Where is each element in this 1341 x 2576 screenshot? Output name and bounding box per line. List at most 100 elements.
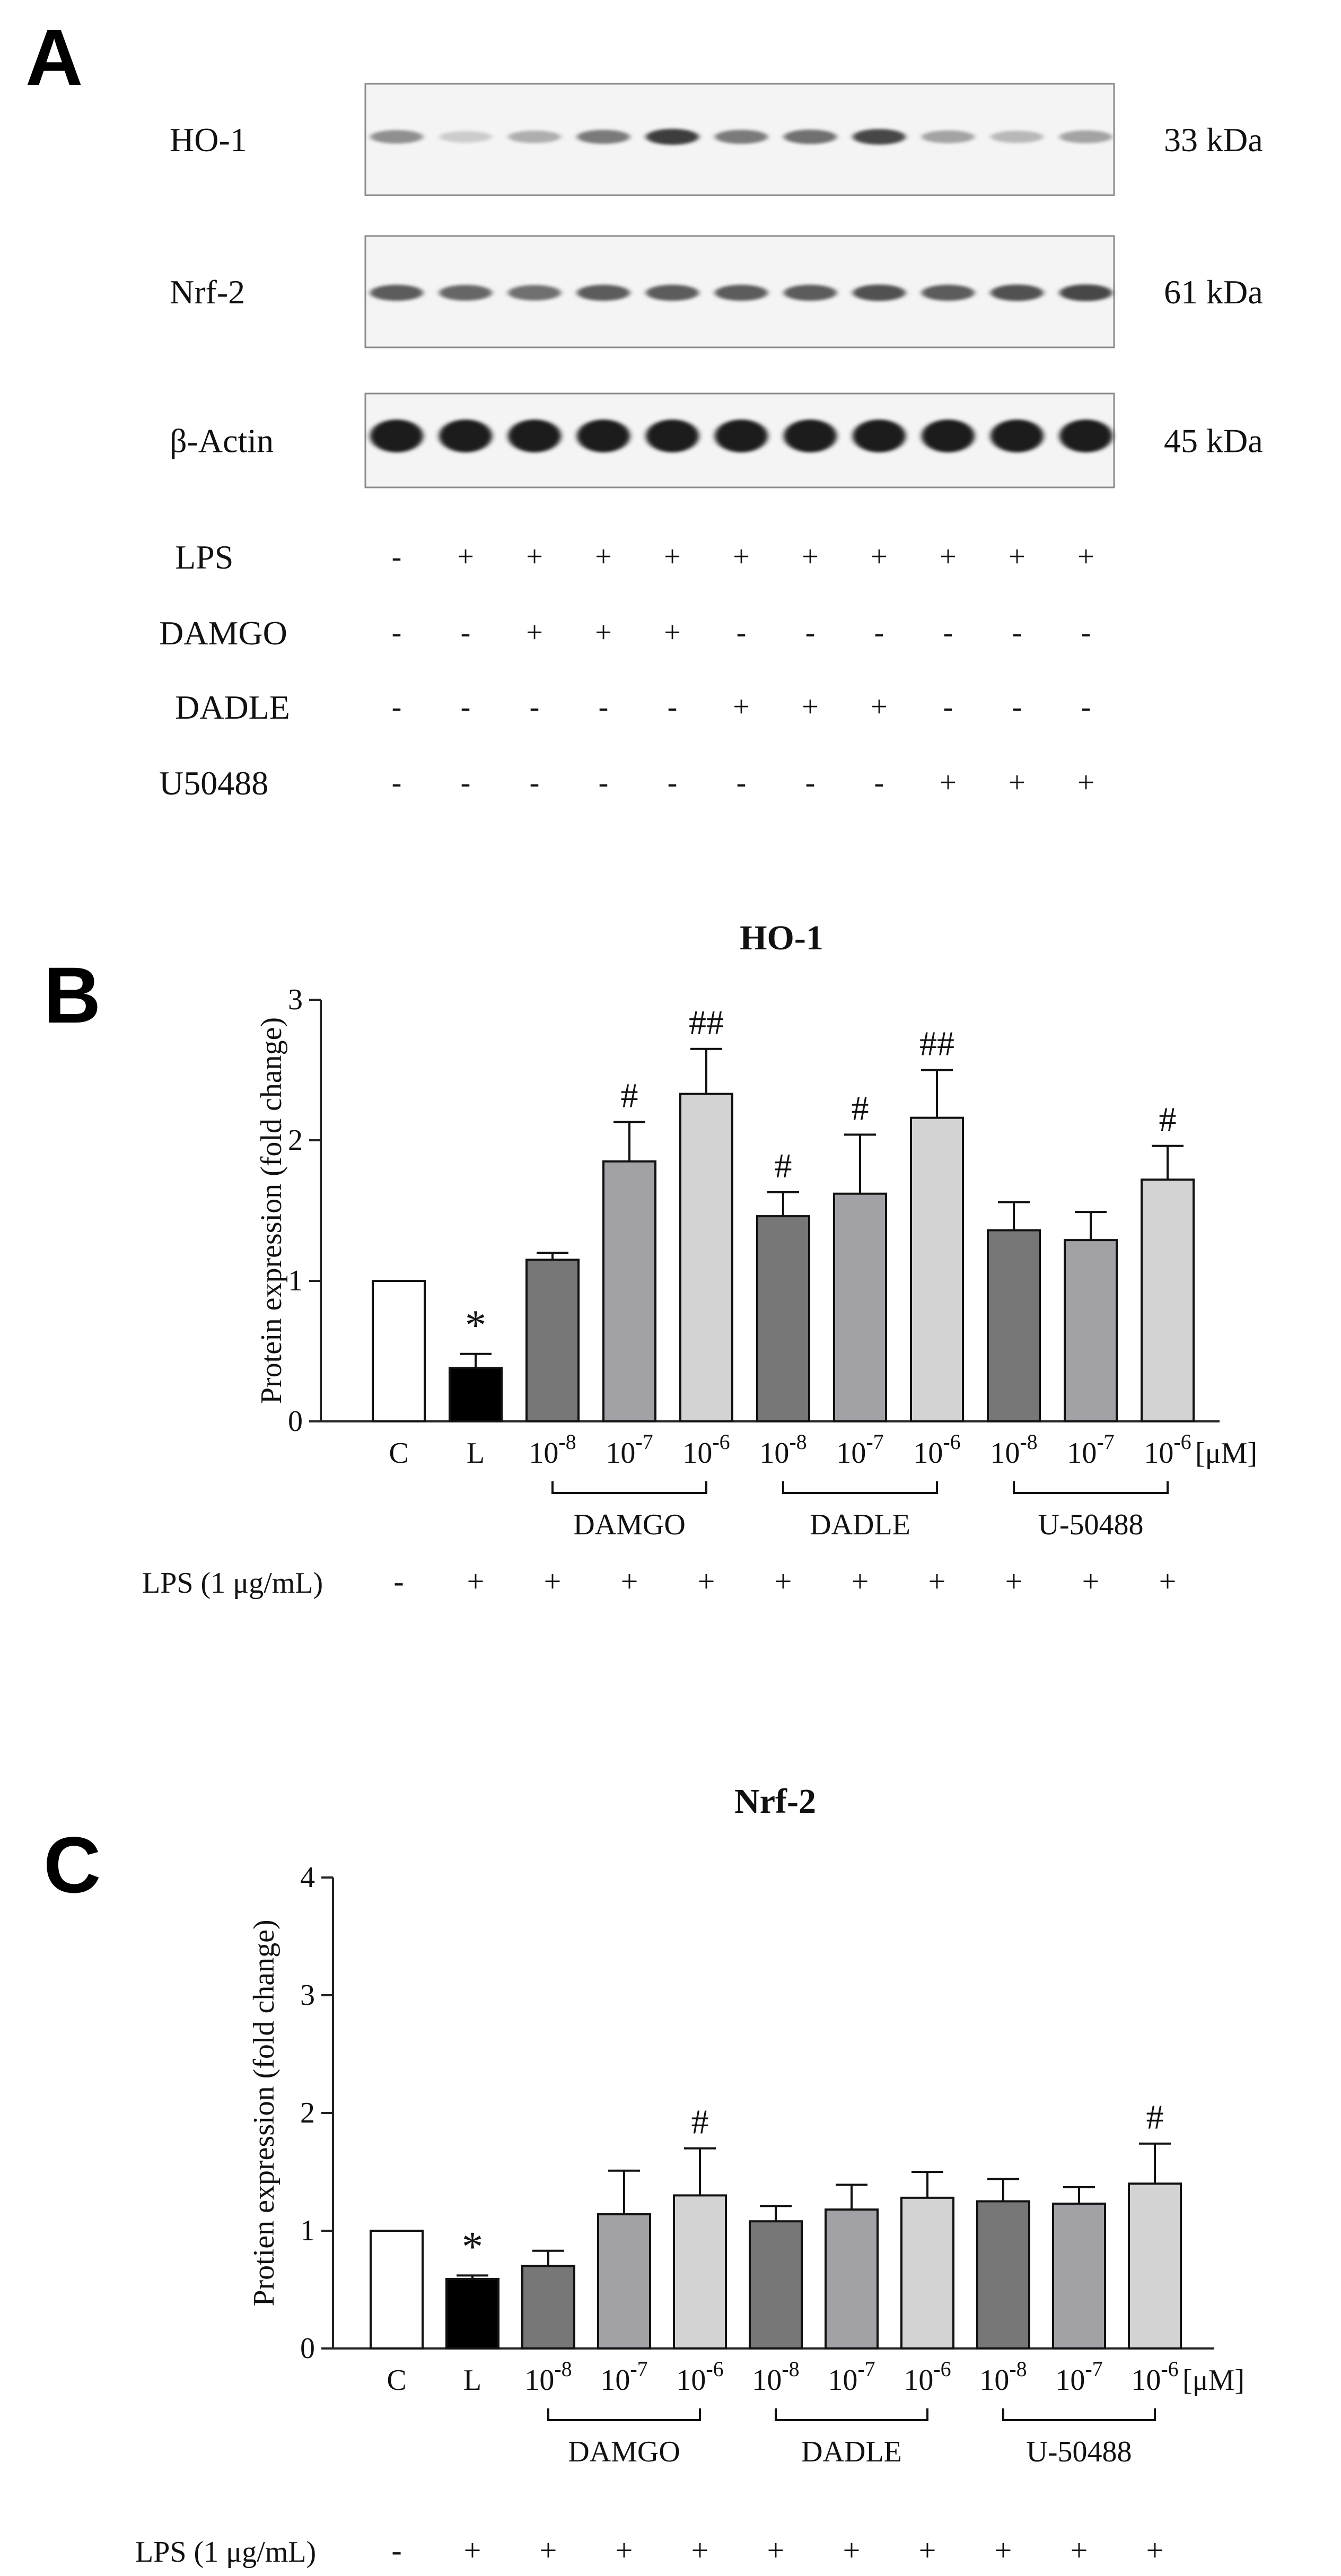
x-tick-base: 10 <box>752 2364 782 2397</box>
plus-sign: + <box>919 2533 936 2568</box>
blot-band <box>922 420 975 452</box>
blot-band <box>1059 284 1112 301</box>
plus-sign: + <box>940 540 957 573</box>
x-tick-label: 10-8 <box>524 2357 572 2397</box>
y-tick-label: 2 <box>288 1124 303 1157</box>
x-tick-exponent: -8 <box>558 1430 576 1454</box>
plus-sign: + <box>767 2533 785 2568</box>
blot-band <box>1059 130 1112 144</box>
lps-row-label: LPS (1 μg/mL) <box>142 1567 323 1600</box>
minus-sign: - <box>668 691 678 723</box>
plus-sign: + <box>843 2533 861 2568</box>
x-tick-base: 10 <box>836 1437 866 1470</box>
plus-sign: + <box>995 2533 1012 2568</box>
blot-band <box>370 420 423 452</box>
plus-sign: + <box>733 691 750 723</box>
x-tick-label: L <box>463 2364 481 2397</box>
x-tick-exponent: -7 <box>1085 2357 1102 2381</box>
blot-band <box>646 420 699 452</box>
x-tick-label: 10-7 <box>828 2357 875 2397</box>
significance-marker: * <box>465 1302 486 1349</box>
x-tick-exponent: -6 <box>933 2357 951 2381</box>
bar <box>673 2194 727 2350</box>
bar <box>525 1259 580 1422</box>
plus-sign: + <box>464 2533 481 2568</box>
group-label: DADLE <box>801 2435 902 2468</box>
x-tick-label: 10-6 <box>676 2357 723 2397</box>
blot-band <box>370 284 423 301</box>
x-tick-label: 10-8 <box>752 2357 799 2397</box>
plus-sign: + <box>664 616 681 649</box>
bar <box>1064 1239 1118 1422</box>
plus-sign: + <box>1077 540 1094 573</box>
blot-band <box>508 130 561 143</box>
y-tick-label: 0 <box>288 1405 303 1438</box>
blot-mw-label: 33 kDa <box>1164 121 1263 159</box>
bar <box>976 2200 1030 2350</box>
blot-mw-label: 45 kDa <box>1164 422 1263 460</box>
blot-band <box>439 420 492 452</box>
blot-band <box>784 129 837 144</box>
x-tick-base: 10 <box>904 2364 933 2397</box>
bar <box>372 1280 426 1422</box>
minus-sign: - <box>530 691 540 723</box>
minus-sign: - <box>943 616 953 649</box>
blot-band <box>991 130 1044 143</box>
y-tick-label: 0 <box>300 2332 315 2365</box>
significance-marker: # <box>852 1089 869 1128</box>
plus-sign: + <box>802 540 819 573</box>
x-tick-base: 10 <box>524 2364 554 2397</box>
blot-band <box>853 129 906 145</box>
bar <box>749 2220 803 2350</box>
bar <box>445 2278 499 2350</box>
plus-sign: + <box>1009 766 1026 799</box>
panel-letter: B <box>43 950 101 1040</box>
plus-sign: + <box>691 2533 709 2568</box>
significance-marker: # <box>691 2103 709 2142</box>
x-tick-base: 10 <box>990 1437 1020 1470</box>
minus-sign: - <box>461 766 471 799</box>
minus-sign: - <box>530 766 540 799</box>
blot-band <box>853 284 906 301</box>
panel-c-chart: C Nrf-2 Protien expression (fold change) 0 1… <box>43 1782 1244 2569</box>
x-tick-label: L <box>467 1437 485 1470</box>
plus-sign: + <box>871 540 888 573</box>
x-tick-exponent: -7 <box>866 1430 883 1454</box>
treatment-row-1: DAMGO - - + + + - - - - - - <box>159 614 1091 652</box>
x-tick-base: 10 <box>1067 1437 1097 1470</box>
x-tick-label: 10-6 <box>682 1430 730 1470</box>
x-tick-label: 10-8 <box>529 1430 576 1470</box>
minus-sign: - <box>1081 616 1091 649</box>
x-tick-exponent: -6 <box>706 2357 723 2381</box>
panel-b-chart: B HO-1 Protein expression (fold change)0 1 2… <box>43 919 1257 1600</box>
treatment-label: DAMGO <box>159 614 287 652</box>
x-tick-base: 10 <box>606 1437 635 1470</box>
blot-band <box>784 420 837 452</box>
minus-sign: - <box>737 766 747 799</box>
minus-sign: - <box>392 616 402 649</box>
group-bracket <box>775 2408 928 2421</box>
group-label: DADLE <box>810 1508 910 1541</box>
chart-title: HO-1 <box>740 919 823 957</box>
x-tick-label: 10-6 <box>1131 2357 1178 2397</box>
bar <box>449 1367 503 1423</box>
group-label: DAMGO <box>568 2435 680 2468</box>
minus-sign: - <box>392 691 402 723</box>
plus-sign: + <box>1082 1564 1100 1599</box>
plus-sign: + <box>852 1564 869 1599</box>
x-tick-label: 10-7 <box>606 1430 653 1470</box>
blot-band <box>853 420 906 452</box>
blot-band <box>577 284 630 301</box>
y-tick-label: 1 <box>288 1264 303 1297</box>
bar <box>521 2265 575 2350</box>
x-tick-base: 10 <box>682 1437 712 1470</box>
group-label: U-50488 <box>1038 1508 1143 1541</box>
y-axis-label: Protein expression (fold change) <box>255 1017 288 1404</box>
bar <box>825 2208 879 2350</box>
x-tick-exponent: -7 <box>630 2357 647 2381</box>
minus-sign: - <box>874 766 884 799</box>
plus-sign: + <box>457 540 474 573</box>
minus-sign: - <box>392 766 402 799</box>
blot-band <box>577 129 630 144</box>
group-bracket <box>547 2408 701 2421</box>
